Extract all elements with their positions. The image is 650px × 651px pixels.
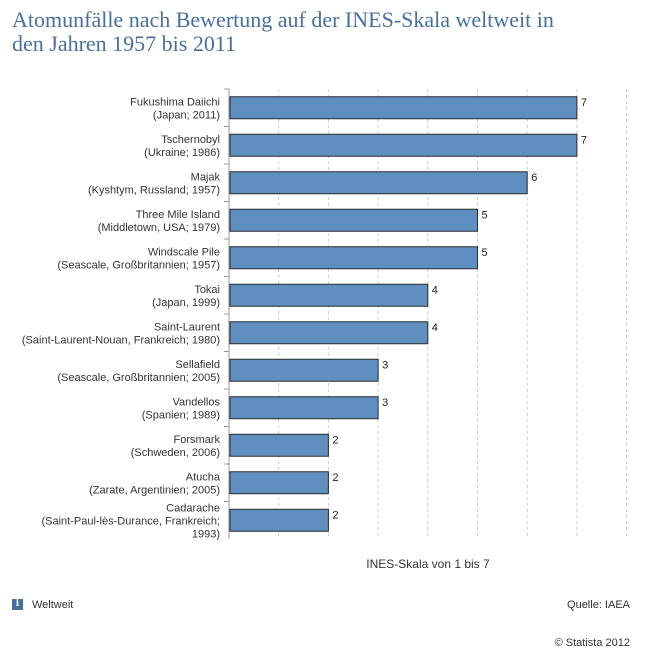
- category-label: Fukushima Daiichi: [130, 96, 220, 108]
- region-label: Weltweit: [32, 599, 74, 611]
- chart-title-line-1: Atomunfälle nach Bewertung auf der INES-…: [12, 7, 554, 32]
- category-label: Atucha: [186, 471, 221, 483]
- category-label: Tokai: [194, 284, 220, 296]
- copyright-label: © Statista 2012: [554, 637, 630, 649]
- data-label: 5: [482, 247, 488, 259]
- category-label: Forsmark: [174, 434, 221, 446]
- data-label: 3: [382, 397, 388, 409]
- bar: [229, 133, 578, 157]
- category-label: (Japan, 1999): [152, 297, 220, 309]
- category-label: (Ukraine; 1986): [144, 147, 220, 159]
- bar: [229, 321, 429, 345]
- info-icon[interactable]: i: [12, 599, 23, 610]
- chart-title: Atomunfälle nach Bewertung auf der INES-…: [12, 8, 632, 56]
- category-label: (Seascale, Großbritannien; 1957): [57, 259, 220, 271]
- source-label: Quelle: IAEA: [567, 599, 630, 611]
- bar: [229, 508, 329, 532]
- category-label: Vandellos: [173, 396, 221, 408]
- category-label: (Middletown, USA; 1979): [98, 222, 220, 234]
- bar: [229, 283, 429, 307]
- data-label: 2: [332, 434, 338, 446]
- bar: [229, 396, 379, 420]
- x-axis-label: INES-Skala von 1 bis 7: [366, 557, 490, 571]
- category-label: Saint-Laurent: [154, 321, 220, 333]
- chart-title-line-2: den Jahren 1957 bis 2011: [12, 31, 237, 56]
- category-label: (Japan; 2011): [153, 109, 220, 121]
- bar: [229, 433, 329, 457]
- data-label: 2: [332, 509, 338, 521]
- data-label: 2: [332, 472, 338, 484]
- category-label: Tschernobyl: [161, 134, 220, 146]
- category-label: (Kyshtym, Russland; 1957): [88, 184, 220, 196]
- bar: [229, 96, 578, 120]
- data-label: 4: [432, 284, 438, 296]
- data-label: 5: [482, 209, 488, 221]
- data-label: 6: [531, 172, 537, 184]
- data-label: 7: [581, 97, 587, 109]
- bar: [229, 246, 478, 270]
- bar: [229, 208, 478, 232]
- bar: [229, 358, 379, 382]
- category-label: (Zarate, Argentinien; 2005): [89, 484, 220, 496]
- category-label: Majak: [191, 171, 221, 183]
- data-label: 4: [432, 322, 438, 334]
- category-label: Windscale Pile: [148, 246, 220, 258]
- category-label: (Schweden, 2006): [131, 447, 220, 459]
- category-label: 1993): [192, 528, 220, 540]
- bar: [229, 471, 329, 495]
- bar: [229, 171, 528, 195]
- category-label: (Saint-Paul-lès-Durance, Frankreich;: [41, 515, 220, 527]
- category-label: (Saint-Laurent-Nouan, Frankreich; 1980): [22, 334, 220, 346]
- category-label: Three Mile Island: [136, 209, 220, 221]
- category-label: Sellafield: [175, 359, 220, 371]
- category-label: (Spanien; 1989): [142, 409, 220, 421]
- data-label: 3: [382, 359, 388, 371]
- category-label: Cadarache: [166, 502, 220, 514]
- data-label: 7: [581, 134, 587, 146]
- category-label: (Seascale, Großbritannien; 2005): [57, 372, 220, 384]
